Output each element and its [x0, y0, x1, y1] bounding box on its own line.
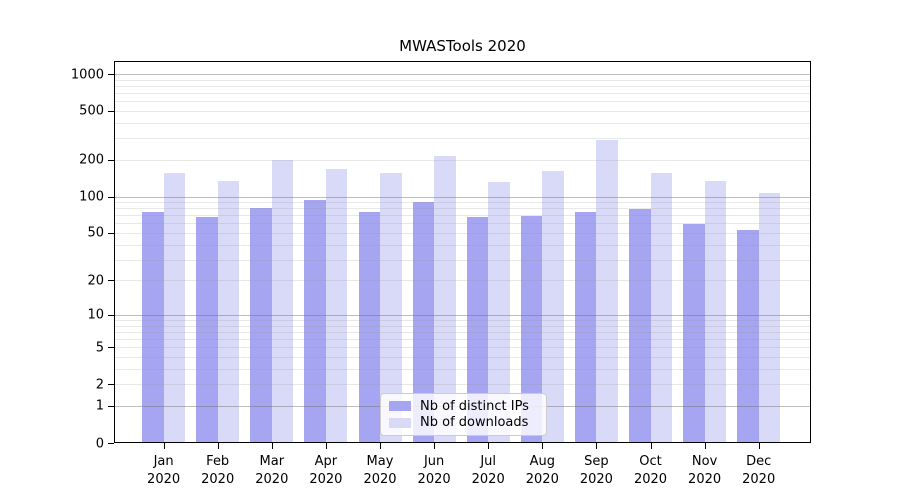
y-tick-50 — [108, 233, 114, 234]
x-tick-jan — [163, 443, 165, 449]
legend-row-downloads: Nb of downloads — [389, 415, 538, 430]
x-tick-feb — [217, 443, 219, 449]
x-tick-aug — [542, 443, 544, 449]
bar-distinct-ips-apr — [304, 200, 326, 443]
y-tick-1 — [108, 406, 114, 407]
bar-downloads-oct — [650, 173, 672, 443]
bar-downloads-mar — [271, 159, 294, 443]
legend-label-distinct-ips: Nb of distinct IPs — [420, 398, 529, 414]
y-tick-label-5: 5 — [95, 340, 104, 356]
x-tick-label-dec: Dec 2020 — [742, 454, 776, 487]
bar-distinct-ips-aug — [520, 216, 543, 443]
legend: Nb of distinct IPs Nb of downloads — [380, 393, 547, 436]
y-tick-label-0: 0 — [95, 436, 104, 451]
x-tick-label-feb: Feb 2020 — [201, 454, 235, 487]
bar-downloads-aug — [542, 170, 564, 443]
x-tick-label-nov: Nov 2020 — [688, 454, 722, 487]
bar-distinct-ips-dec — [737, 229, 759, 443]
bar-downloads-feb — [217, 181, 240, 443]
y-tick-2 — [108, 384, 114, 385]
gridline-500 — [115, 111, 810, 112]
y-tick-label-1: 1 — [95, 398, 104, 414]
gridline-600 — [115, 101, 810, 102]
bar-downloads-dec — [758, 192, 781, 443]
bar-distinct-ips-jul — [466, 216, 489, 443]
x-tick-label-jul: Jul 2020 — [471, 454, 505, 487]
y-tick-20 — [108, 280, 114, 281]
x-tick-label-apr: Apr 2020 — [309, 454, 343, 487]
gridline-700 — [115, 93, 810, 94]
y-tick-label-2: 2 — [95, 377, 104, 393]
x-tick-jun — [434, 443, 436, 449]
x-tick-label-sep: Sep 2020 — [579, 454, 613, 487]
x-tick-label-oct: Oct 2020 — [633, 454, 668, 487]
bar-downloads-jun — [434, 155, 456, 443]
x-tick-dec — [758, 443, 760, 449]
x-tick-sep — [596, 443, 598, 449]
y-tick-label-20: 20 — [87, 273, 104, 289]
y-tick-label-200: 200 — [79, 152, 104, 168]
gridline-400 — [115, 123, 810, 124]
bar-distinct-ips-oct — [629, 208, 651, 443]
y-tick-label-500: 500 — [79, 103, 104, 119]
x-tick-label-aug: Aug 2020 — [525, 454, 559, 487]
bar-downloads-jan — [163, 173, 186, 443]
bar-distinct-ips-sep — [574, 211, 597, 443]
y-tick-10 — [108, 315, 114, 316]
chart-title: MWASTools 2020 — [399, 37, 526, 55]
x-tick-label-jun: Jun 2020 — [417, 454, 451, 487]
bar-downloads-apr — [325, 168, 348, 443]
x-tick-nov — [704, 443, 706, 449]
bar-downloads-may — [380, 173, 402, 443]
bar-distinct-ips-mar — [250, 207, 272, 443]
legend-row-distinct-ips: Nb of distinct IPs — [389, 399, 538, 414]
gridline-200 — [115, 160, 810, 161]
bar-downloads-sep — [596, 139, 618, 443]
x-tick-label-jan: Jan 2020 — [147, 454, 181, 487]
gridline-900 — [115, 80, 810, 81]
y-tick-5 — [108, 347, 114, 348]
bar-distinct-ips-may — [358, 212, 380, 443]
gridline-800 — [115, 86, 810, 87]
y-tick-label-10: 10 — [87, 307, 104, 323]
gridline-1000 — [115, 74, 810, 75]
y-tick-0 — [108, 443, 114, 444]
y-tick-label-50: 50 — [87, 225, 104, 241]
legend-label-downloads: Nb of downloads — [420, 415, 529, 431]
x-tick-label-may: May 2020 — [363, 454, 397, 487]
x-tick-may — [380, 443, 381, 449]
bar-distinct-ips-jun — [412, 202, 435, 443]
gridline-300 — [115, 138, 810, 139]
y-tick-100 — [108, 197, 114, 198]
x-tick-mar — [271, 443, 273, 449]
y-tick-label-100: 100 — [79, 189, 104, 205]
bar-distinct-ips-jan — [142, 212, 164, 443]
legend-swatch-downloads — [389, 417, 411, 428]
legend-swatch-distinct-ips — [389, 401, 411, 412]
bar-distinct-ips-feb — [196, 216, 218, 443]
bar-distinct-ips-nov — [683, 224, 705, 443]
y-tick-1000 — [108, 74, 114, 75]
x-tick-oct — [650, 443, 652, 449]
y-tick-500 — [108, 111, 114, 112]
x-tick-jul — [488, 443, 490, 449]
bar-downloads-nov — [704, 181, 727, 443]
x-tick-apr — [325, 443, 327, 449]
x-tick-label-mar: Mar 2020 — [255, 454, 289, 487]
y-tick-label-1000: 1000 — [70, 67, 104, 82]
y-tick-200 — [108, 160, 114, 161]
bar-downloads-jul — [488, 181, 510, 443]
